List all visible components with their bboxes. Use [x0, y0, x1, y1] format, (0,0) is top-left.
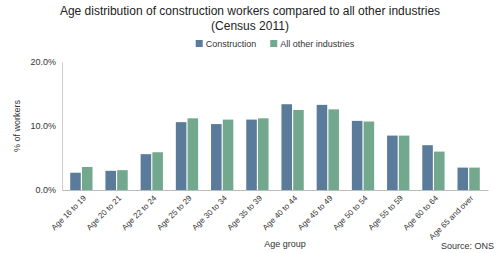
bar-series — [82, 109, 480, 190]
x-tick-label: Age 65 and over — [427, 193, 475, 241]
bar — [176, 122, 187, 190]
x-axis-line — [63, 190, 489, 191]
y-tick: 10.0% — [30, 121, 62, 131]
bar — [82, 167, 93, 190]
bar — [246, 120, 257, 190]
bar — [457, 168, 468, 190]
bar-series — [70, 104, 468, 190]
bar — [105, 171, 116, 190]
y-axis-title: % of workers — [12, 99, 22, 152]
x-tick-label: Age 35 to 39 — [226, 193, 265, 232]
x-tick-label: Age 40 to 44 — [261, 193, 300, 232]
x-tick: Age 50 to 54 — [331, 190, 370, 232]
x-tick-label: Age 20 to 21 — [85, 193, 124, 232]
x-tick-label: Age 30 to 34 — [190, 193, 229, 232]
chart-svg: Age distribution of construction workers… — [0, 0, 500, 253]
legend-label: Construction — [206, 39, 257, 49]
bar — [293, 110, 304, 190]
bar — [328, 109, 339, 190]
bar — [141, 154, 152, 190]
y-tick-label: 0.0% — [35, 185, 56, 195]
bar — [223, 120, 234, 190]
x-tick-label: Age 25 to 29 — [155, 193, 194, 232]
x-tick: Age 25 to 29 — [155, 190, 194, 232]
bar — [281, 104, 292, 190]
y-axis: 0.0% 10.0% 20.0% — [30, 57, 62, 195]
x-tick: Age 22 to 24 — [120, 190, 159, 232]
x-tick: Age 20 to 21 — [85, 190, 124, 232]
y-tick-label: 10.0% — [30, 121, 56, 131]
bar — [258, 118, 269, 190]
legend-item: Construction — [196, 39, 257, 49]
y-tick: 0.0% — [35, 185, 62, 195]
x-tick-label: Age 45 to 49 — [296, 193, 335, 232]
legend-label: All other industries — [280, 39, 355, 49]
subtitle: (Census 2011) — [211, 19, 289, 33]
x-tick: Age 16 to 19 — [50, 190, 89, 232]
bar — [70, 173, 81, 190]
legend-swatch — [196, 40, 203, 47]
x-tick-label: Age 60 to 64 — [402, 193, 441, 232]
legend-item: All other industries — [270, 39, 355, 49]
x-tick: Age 35 to 39 — [226, 190, 265, 232]
title: Age distribution of construction workers… — [60, 4, 440, 18]
bar — [117, 170, 128, 190]
bar — [188, 118, 199, 190]
x-axis: Age 16 to 19Age 20 to 21Age 22 to 24Age … — [50, 190, 489, 242]
y-axis-line — [62, 63, 63, 191]
bar — [352, 121, 363, 190]
bar — [152, 152, 163, 190]
x-tick: Age 65 and over — [427, 190, 475, 242]
bar — [387, 136, 398, 190]
x-tick-label: Age 50 to 54 — [331, 193, 370, 232]
x-tick-label: Age 55 to 59 — [366, 193, 405, 232]
legend-swatch — [270, 40, 277, 47]
annotation: Source: ONS — [441, 241, 494, 251]
y-tick-label: 20.0% — [30, 57, 56, 67]
bar — [469, 168, 480, 190]
y-tick: 20.0% — [30, 57, 62, 67]
bar — [364, 122, 375, 190]
bar — [211, 124, 222, 190]
x-tick-label: Age 22 to 24 — [120, 193, 159, 232]
bar — [399, 136, 410, 190]
x-axis-title: Age group — [264, 239, 306, 249]
x-tick: Age 45 to 49 — [296, 190, 335, 232]
x-tick: Age 30 to 34 — [190, 190, 229, 232]
x-tick: Age 55 to 59 — [366, 190, 405, 232]
x-tick: Age 40 to 44 — [261, 190, 300, 232]
bars — [70, 104, 480, 190]
bar — [434, 152, 445, 190]
bar — [317, 105, 328, 190]
legend: Construction All other industries — [196, 39, 355, 49]
chart-container: Age distribution of construction workers… — [0, 0, 500, 253]
bar — [422, 145, 433, 190]
x-tick: Age 60 to 64 — [402, 190, 441, 232]
x-tick-label: Age 16 to 19 — [50, 193, 89, 232]
